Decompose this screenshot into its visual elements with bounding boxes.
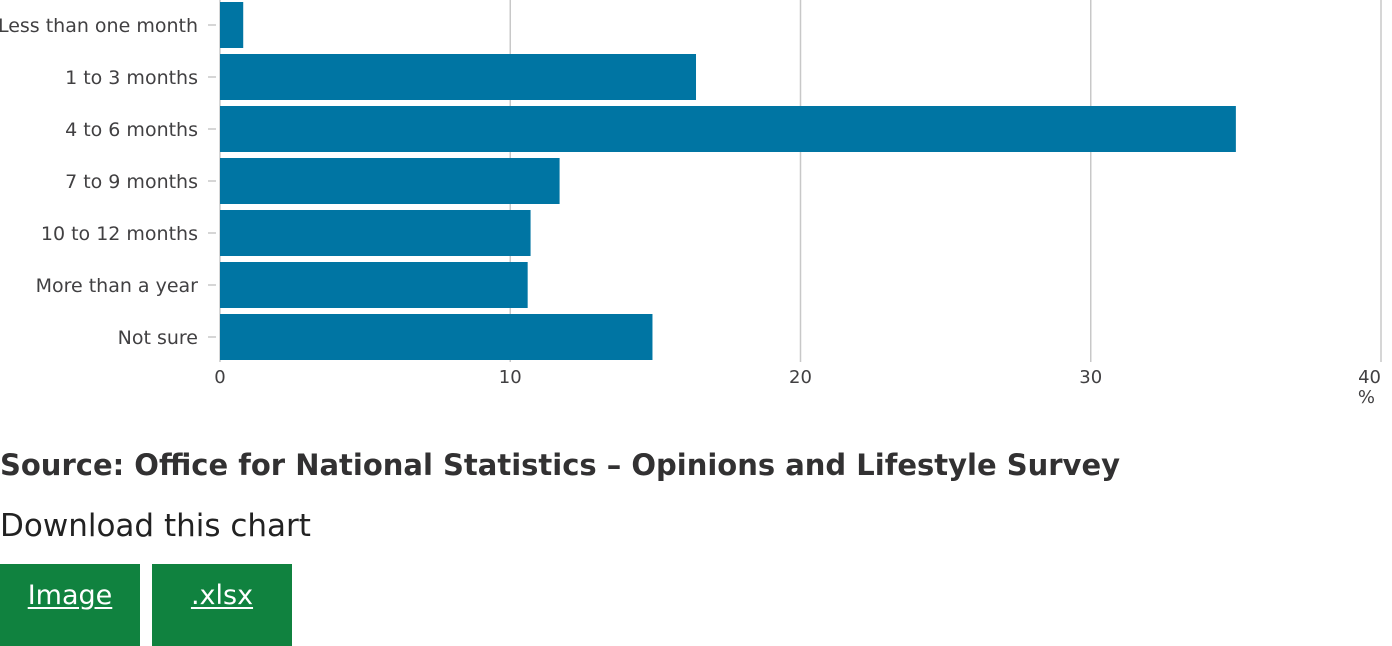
bar (220, 210, 531, 256)
source-note: Source: Office for National Statistics –… (0, 448, 1121, 482)
category-label: More than a year (36, 275, 199, 297)
y-axis-ticks (208, 24, 216, 338)
bar (220, 106, 1236, 152)
bar (220, 2, 244, 48)
x-axis-tick-labels: 0 10 20 30 40 (214, 367, 1381, 388)
category-label: 10 to 12 months (41, 223, 198, 245)
category-labels: Less than one month 1 to 3 months 4 to 6 m… (0, 15, 198, 349)
bar (220, 158, 560, 204)
x-tick-label: 30 (1079, 367, 1102, 388)
category-label: 7 to 9 months (65, 171, 198, 193)
category-label: Not sure (118, 327, 198, 349)
bar (220, 262, 528, 308)
x-tick-label: 10 (499, 367, 522, 388)
download-image-button[interactable]: Image (0, 564, 140, 646)
bar-chart: Less than one month 1 to 3 months 4 to 6 m… (0, 0, 1382, 408)
x-tick-label: 0 (214, 367, 225, 388)
download-xlsx-button[interactable]: .xlsx (152, 564, 292, 646)
bar (220, 54, 697, 100)
x-axis-unit-label: % (1358, 387, 1375, 408)
bars (220, 2, 1236, 360)
x-tick-label: 40 (1358, 367, 1381, 388)
download-heading: Download this chart (0, 508, 311, 544)
category-label: Less than one month (0, 15, 198, 37)
category-label: 4 to 6 months (65, 119, 198, 141)
x-tick-label: 20 (789, 367, 812, 388)
bar (220, 314, 653, 360)
category-label: 1 to 3 months (65, 67, 198, 89)
chart-canvas: Less than one month 1 to 3 months 4 to 6 m… (0, 0, 1382, 408)
